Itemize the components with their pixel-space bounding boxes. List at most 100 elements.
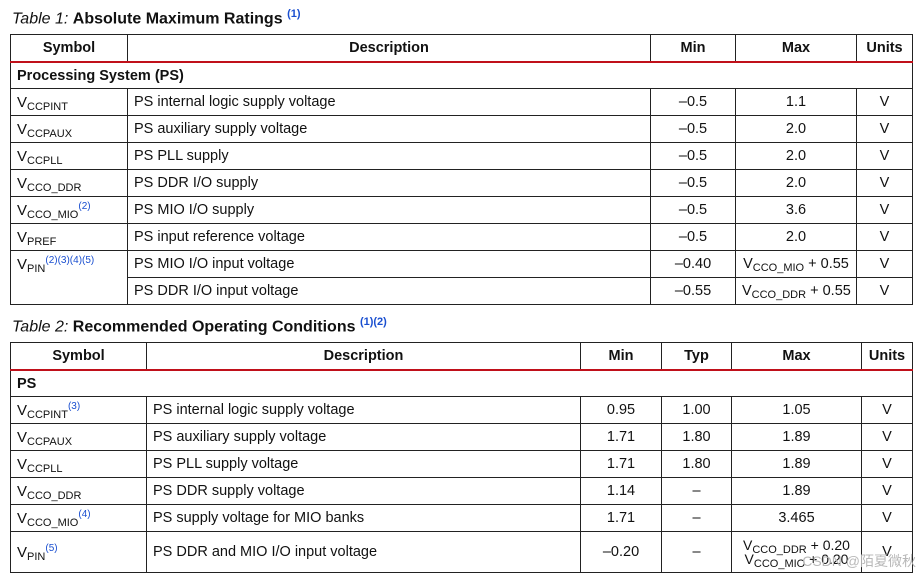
table-row: VCCPLL PS PLL supply –0.5 2.0 V [10,142,913,170]
symbol-subscript: CCO_MIO [27,208,79,221]
min-cell: –0.5 [650,223,736,251]
symbol-footnote[interactable]: (5) [45,542,58,554]
table2-header-symbol: Symbol [10,342,147,371]
typ-cell: – [661,504,732,532]
description-cell: PS auxiliary supply voltage [146,423,581,451]
max-subscript: CCO_DDR [751,289,807,301]
table-row: VCCPINT(3) PS internal logic supply volta… [10,396,913,424]
max-value: 2.0 [785,148,807,164]
max-subscript: CCO_DDR [752,544,807,556]
symbol-cell: VCCO_MIO(2) [10,196,128,224]
typ-cell: 1.80 [661,423,732,451]
symbol-cell: VCCPINT [10,88,128,116]
min-cell: –0.55 [650,277,736,305]
table-row: VPIN(2)(3)(4)(5) PS MIO I/O input voltage… [10,250,913,278]
typ-cell: 1.80 [661,450,732,478]
table-row: VCCO_MIO(2) PS MIO I/O supply –0.5 3.6 V [10,196,913,224]
max-suffix: + 0.20 [805,551,849,567]
max-cell: VCCO_DDR + 0.55 [735,277,857,305]
symbol-base: V [17,201,28,219]
max-value: V [743,256,753,272]
description-cell: PS auxiliary supply voltage [127,115,651,143]
symbol-cell: VPIN(5) [10,531,147,573]
table2-header-min: Min [580,342,662,371]
table-row: PS DDR I/O input voltage –0.55 VCCO_DDR + … [10,277,913,305]
units-cell: V [861,423,913,451]
symbol-subscript: PIN [27,262,46,275]
table2-header-typ: Typ [661,342,732,371]
description-cell: PS PLL supply [127,142,651,170]
symbol-base: V [17,455,28,473]
table1-caption-footnote[interactable]: (1) [287,8,301,20]
symbol-base: V [17,174,28,192]
table2-caption: Table 2: Recommended Operating Condition… [12,316,387,336]
symbol-base: V [17,482,28,500]
typ-cell: 1.00 [661,396,732,424]
absolute-max-ratings-table: Symbol Description Min Max Units Processing … [10,34,913,305]
symbol-subscript: PIN [27,550,46,563]
max-line-mio: VCCO_MIO + 0.20 [738,551,855,570]
symbol-subscript: CCPINT [27,408,68,421]
table2-caption-footnote[interactable]: (1)(2) [359,316,387,328]
symbol-cell: VCCO_DDR [10,477,147,505]
symbol-base: V [17,255,28,273]
symbol-subscript: CCO_DDR [27,489,82,502]
table-row: VCCO_MIO(4) PS supply voltage for MIO ban… [10,504,913,532]
typ-cell: – [661,531,732,573]
units-cell: V [856,196,913,224]
description-cell: PS internal logic supply voltage [127,88,651,116]
symbol-cell: VCCPAUX [10,423,147,451]
table1-header-symbol: Symbol [10,34,128,63]
table2-caption-number: Table 2: [12,318,69,336]
symbol-footnote[interactable]: (2)(3)(4)(5) [45,254,95,266]
symbol-footnote[interactable]: (3) [67,400,81,412]
max-value: V [743,537,753,553]
table1-caption-number: Table 1: [12,10,69,28]
max-value: 2.0 [785,175,807,191]
min-cell: –0.5 [650,142,736,170]
table1-section-row: Processing System (PS) [10,61,913,89]
symbol-footnote[interactable]: (2) [78,200,91,212]
max-cell: 2.0 [735,115,857,143]
table-row: VPIN(5) PS DDR and MIO I/O input voltage –… [10,531,913,573]
units-cell: V [856,277,913,305]
table-row: VCCO_DDR PS DDR I/O supply –0.5 2.0 V [10,169,913,197]
max-cell: 2.0 [735,223,857,251]
description-cell: PS input reference voltage [127,223,651,251]
symbol-footnote[interactable]: (4) [78,508,91,520]
table2-header-units: Units [861,342,913,371]
max-cell: 2.0 [735,169,857,197]
max-suffix: + 0.55 [806,283,851,299]
symbol-cell: VPREF [10,223,128,251]
max-suffix: + 0.20 [806,537,850,553]
max-value: 2.0 [785,229,807,245]
symbol-base: V [17,228,28,246]
table1-header-max: Max [735,34,857,63]
typ-cell: – [661,477,732,505]
max-cell: 1.89 [731,450,862,478]
units-cell: V [856,142,913,170]
symbol-cell: VCCPLL [10,450,147,478]
min-cell: –0.5 [650,196,736,224]
min-cell: 1.14 [580,477,662,505]
min-cell: –0.40 [650,250,736,278]
description-cell: PS MIO I/O supply [127,196,651,224]
units-cell: V [861,396,913,424]
table-row: VCCPAUX PS auxiliary supply voltage 1.71 1.… [10,423,913,451]
table-row: VCCPINT PS internal logic supply voltage –… [10,88,913,116]
symbol-base: V [17,120,28,138]
recommended-operating-conditions-table: Symbol Description Min Typ Max Units PS VCCPI… [10,342,913,573]
max-value: V [744,551,754,567]
units-cell: V [861,477,913,505]
units-cell: V [856,250,913,278]
units-cell: V [856,169,913,197]
table1-header-row: Symbol Description Min Max Units [10,34,913,63]
table2-caption-title: Recommended Operating Conditions [72,318,356,336]
table-row: VCCO_DDR PS DDR supply voltage 1.14–1.89 V [10,477,913,505]
min-cell: –0.5 [650,88,736,116]
symbol-subscript: CCPLL [27,462,63,475]
max-value: V [742,283,752,299]
table1-section-label: Processing System (PS) [10,61,913,89]
units-cell: V [856,88,913,116]
max-line-ddr: VCCO_DDR + 0.20 [738,537,855,556]
